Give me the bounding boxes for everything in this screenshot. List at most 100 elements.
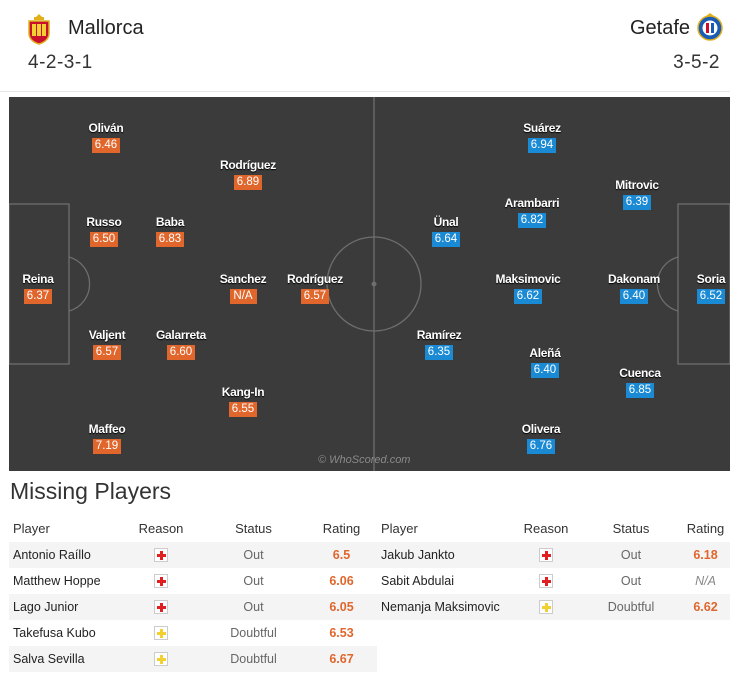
away-player[interactable]: Suárez 6.94 xyxy=(497,121,587,153)
table-row: Takefusa Kubo Doubtful 6.53 xyxy=(9,620,377,646)
missing-player-name[interactable]: Salva Sevilla xyxy=(9,646,121,672)
missing-player-name[interactable]: Lago Junior xyxy=(9,594,121,620)
missing-player-status: Doubtful xyxy=(581,594,681,620)
table-row: Matthew Hoppe Out 6.06 xyxy=(9,568,377,594)
away-formation: 3-5-2 xyxy=(673,52,720,73)
missing-player-name[interactable]: Antonio Raíllo xyxy=(9,542,121,568)
column-header-status[interactable]: Status xyxy=(235,520,272,536)
table-row: Nemanja Maksimovic Doubtful 6.62 xyxy=(377,594,730,620)
player-name: Galarreta xyxy=(156,328,206,342)
player-name: Rodríguez xyxy=(220,158,276,172)
player-rating: 6.57 xyxy=(300,289,330,304)
home-team-name[interactable]: Mallorca xyxy=(68,17,144,39)
away-player[interactable]: Soria 6.52 xyxy=(666,272,730,304)
missing-player-name[interactable]: Jakub Jankto xyxy=(377,542,511,568)
column-header-reason[interactable]: Reason xyxy=(523,520,569,536)
missing-player-rating: 6.62 xyxy=(681,594,730,620)
missing-players-title: Missing Players xyxy=(10,478,172,504)
missing-player-rating: 6.5 xyxy=(306,542,377,568)
player-rating: 6.94 xyxy=(527,138,557,153)
player-name: Rodríguez xyxy=(287,272,343,286)
away-player[interactable]: Ünal 6.64 xyxy=(401,215,491,247)
player-name: Reina xyxy=(22,272,54,286)
home-player[interactable]: Russo 6.50 xyxy=(59,215,149,247)
home-missing-table: Player Reason Status Rating Antonio Raíl… xyxy=(9,514,377,672)
player-name: Suárez xyxy=(523,121,561,135)
home-player[interactable]: Baba 6.83 xyxy=(125,215,215,247)
away-player[interactable]: Arambarri 6.82 xyxy=(487,196,577,228)
missing-player-status: Out xyxy=(581,542,681,568)
missing-player-name[interactable]: Sabit Abdulai xyxy=(381,574,454,588)
player-name: Olivera xyxy=(521,422,561,436)
player-rating: 6.39 xyxy=(622,195,652,210)
away-team-name[interactable]: Getafe xyxy=(629,17,690,39)
home-player[interactable]: Reina 6.37 xyxy=(9,272,83,304)
player-name: Oliván xyxy=(88,121,124,135)
player-name: Sanchez xyxy=(219,272,267,286)
column-header-rating[interactable]: Rating xyxy=(686,520,725,536)
match-header: Mallorca 4-2-3-1 Getafe 3-5-2 xyxy=(0,0,730,92)
column-header-player[interactable]: Player xyxy=(381,520,418,536)
table-row: Salva Sevilla Doubtful 6.67 xyxy=(9,646,377,672)
home-player[interactable]: Oliván 6.46 xyxy=(61,121,151,153)
player-name: Ünal xyxy=(433,215,459,229)
missing-player-name[interactable]: Takefusa Kubo xyxy=(13,626,96,640)
home-player[interactable]: Rodríguez 6.89 xyxy=(203,158,293,190)
injury-icon xyxy=(539,574,553,589)
player-rating: 6.89 xyxy=(233,175,263,190)
doubtful-icon xyxy=(154,652,168,667)
column-header-rating[interactable]: Rating xyxy=(322,520,361,536)
missing-player-rating: 6.67 xyxy=(306,646,377,672)
missing-player-name[interactable]: Matthew Hoppe xyxy=(13,574,101,588)
away-player[interactable]: Aleñá 6.40 xyxy=(500,346,590,378)
home-player[interactable]: Galarreta 6.60 xyxy=(136,328,226,360)
table-row: Sabit Abdulai Out N/A xyxy=(377,568,730,594)
home-player[interactable]: Valjent 6.57 xyxy=(62,328,152,360)
player-rating: 6.40 xyxy=(530,363,560,378)
player-rating: 6.55 xyxy=(228,402,258,417)
missing-player-status: Out xyxy=(201,542,306,568)
missing-player-rating: 6.05 xyxy=(306,594,377,620)
away-player[interactable]: Dakonam 6.40 xyxy=(589,272,679,304)
player-name: Kang-In xyxy=(221,385,265,399)
player-rating: 6.40 xyxy=(619,289,649,304)
player-rating: 6.82 xyxy=(517,213,547,228)
away-player[interactable]: Mitrovic 6.39 xyxy=(592,178,682,210)
home-player[interactable]: Rodríguez 6.57 xyxy=(270,272,360,304)
away-player[interactable]: Maksimovic 6.62 xyxy=(483,272,573,304)
player-name: Maksimovic xyxy=(495,272,561,286)
player-rating: 6.46 xyxy=(91,138,121,153)
injury-icon xyxy=(154,548,168,563)
doubtful-icon xyxy=(539,600,553,615)
table-row: Antonio Raíllo Out 6.5 xyxy=(9,542,377,568)
watermark: © WhoScored.com xyxy=(318,454,411,466)
player-name: Cuenca xyxy=(619,366,661,380)
player-name: Dakonam xyxy=(608,272,660,286)
player-name: Soria xyxy=(696,272,726,286)
player-rating: 6.83 xyxy=(155,232,185,247)
column-header-player[interactable]: Player xyxy=(13,520,50,536)
player-name: Aleñá xyxy=(529,346,561,360)
column-header-reason[interactable]: Reason xyxy=(138,520,184,536)
missing-player-rating: N/A xyxy=(695,574,716,588)
player-rating: 6.60 xyxy=(166,345,196,360)
player-rating: 6.52 xyxy=(696,289,726,304)
missing-player-rating: 6.53 xyxy=(329,626,354,640)
injury-icon xyxy=(154,600,168,615)
away-player[interactable]: Olivera 6.76 xyxy=(496,422,586,454)
home-player[interactable]: Kang-In 6.55 xyxy=(198,385,288,417)
missing-player-name[interactable]: Nemanja Maksimovic xyxy=(377,594,511,620)
player-name: Arambarri xyxy=(504,196,560,210)
player-name: Russo xyxy=(86,215,122,229)
away-player[interactable]: Ramírez 6.35 xyxy=(394,328,484,360)
home-player[interactable]: Sanchez N/A xyxy=(198,272,288,304)
player-name: Mitrovic xyxy=(615,178,659,192)
column-header-status[interactable]: Status xyxy=(612,520,650,536)
table-row: Jakub Jankto Out 6.18 xyxy=(377,542,730,568)
player-name: Ramírez xyxy=(416,328,462,342)
table-header-row: Player Reason Status Rating xyxy=(377,514,730,542)
home-player[interactable]: Maffeo 7.19 xyxy=(62,422,152,454)
player-rating: 6.76 xyxy=(526,439,556,454)
away-player[interactable]: Cuenca 6.85 xyxy=(595,366,685,398)
missing-player-status: Out xyxy=(201,594,306,620)
